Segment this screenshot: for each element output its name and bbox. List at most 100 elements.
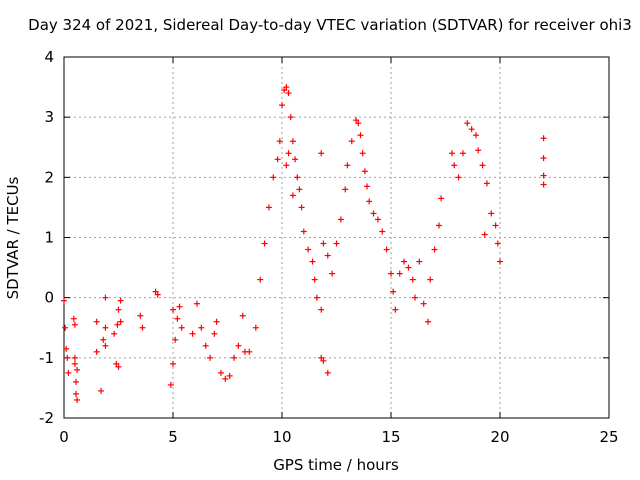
data-point [497,258,503,265]
data-point [481,231,488,238]
data-point [392,306,399,313]
data-point [287,114,294,121]
data-point [383,246,390,253]
data-point [65,369,72,376]
data-point [464,120,471,127]
data-point [170,306,176,313]
x-tick-label: 15 [381,428,400,446]
y-tick-label: -2 [39,409,54,427]
grid [64,57,609,418]
data-point [479,162,486,169]
data-point [289,138,296,145]
data-point [274,156,281,163]
data-point [337,216,344,223]
y-tick-label: -1 [39,349,54,367]
data-point [405,264,412,271]
chart-title: Day 324 of 2021, Sidereal Day-to-day VTE… [28,16,632,34]
x-axis-label: GPS time / hours [273,456,399,474]
data-point [189,330,196,337]
data-point [71,360,78,367]
y-tick-label: 1 [44,229,54,247]
data-point [318,150,325,157]
data-point [366,198,373,205]
data-point [61,297,67,304]
data-point [294,174,301,181]
data-point [427,276,434,283]
data-point [211,330,218,337]
x-tick-label: 0 [59,428,69,446]
data-point [63,345,70,352]
data-point [451,162,458,169]
data-point [100,336,107,343]
data-point [333,240,340,247]
data-point [235,342,242,349]
data-point [416,258,423,265]
data-point [396,270,403,277]
data-point [102,342,109,349]
y-tick-label: 0 [44,289,54,307]
data-point [257,276,264,283]
data-point [379,228,386,235]
y-tick-label: 2 [44,168,54,186]
data-point [152,288,159,295]
data-point [167,381,174,388]
data-point [285,150,292,157]
data-point [296,186,303,193]
data-point [449,150,456,157]
data-point [305,246,312,253]
data-point [540,135,547,142]
data-point [71,321,78,328]
data-point [455,174,462,181]
y-tick-label: 3 [44,108,54,126]
data-point [102,324,109,331]
data-point [71,354,78,361]
data-point [540,181,547,188]
data-point [117,297,124,304]
data-point [62,324,69,331]
data-point [342,186,349,193]
data-point [170,360,176,367]
data-point [364,183,371,190]
data-point [318,306,325,313]
data-point [329,270,336,277]
data-point [70,315,77,322]
data-point [226,372,233,379]
data-point [420,300,427,307]
data-point [494,240,501,247]
data-point [202,342,209,349]
x-tick-label: 20 [490,428,509,446]
data-point [239,312,246,319]
data-point [285,90,292,97]
y-axis-label: SDTVAR / TECUs [4,176,22,299]
data-point [320,357,327,364]
data-point [178,324,185,331]
data-point [438,195,445,202]
data-point [300,228,307,235]
data-point [475,147,482,154]
data-point [309,258,316,265]
x-tick-label: 25 [599,428,618,446]
data-point [359,150,366,157]
data-point [252,324,259,331]
data-point [425,318,432,325]
data-point [172,336,179,343]
data-point [292,156,299,163]
data-point [72,390,79,397]
data-point [289,192,296,199]
data-point [113,360,120,367]
data-point [115,306,122,313]
data-point [261,240,268,247]
data-point [213,318,220,325]
data-point [318,354,325,361]
data-point [64,354,71,361]
data-point [540,172,547,179]
data-point [93,348,100,355]
data-point [311,276,318,283]
y-tick-labels: -2 -1 0 1 2 3 4 [39,48,54,427]
data-point [390,288,397,295]
data-point [222,375,229,382]
data-point [540,155,547,162]
data-point [207,354,214,361]
data-point [401,258,408,265]
data-point [320,240,327,247]
